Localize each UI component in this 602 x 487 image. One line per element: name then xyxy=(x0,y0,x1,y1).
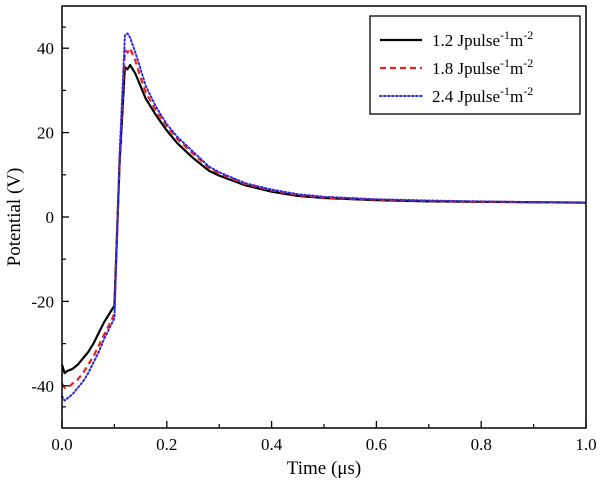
series-line-3 xyxy=(61,32,587,402)
x-tick-label: 0.4 xyxy=(261,435,283,454)
y-tick-label: 0 xyxy=(46,208,55,227)
legend: 1.2 Jpulse-1m-2 1.8 Jpulse-1m-2 2.4 Jpulse… xyxy=(369,15,581,115)
ticks-layer: 0.0 0.2 0.4 0.6 0.8 1.0 -40 -20 0 20 40 xyxy=(31,26,597,454)
y-tick-label: -40 xyxy=(31,377,54,396)
y-tick-label: 40 xyxy=(37,39,54,58)
x-tick-label: 0.0 xyxy=(51,435,72,454)
series-layer xyxy=(60,32,587,402)
y-tick-label: -20 xyxy=(31,292,54,311)
x-tick-label: 0.8 xyxy=(471,435,492,454)
legend-label-3: 2.4 Jpulse-1m-2 xyxy=(432,84,533,106)
series-line-2 xyxy=(61,47,587,390)
legend-box xyxy=(369,15,581,115)
legend-label-2: 1.8 Jpulse-1m-2 xyxy=(432,56,533,78)
y-axis-title: Potential (V) xyxy=(4,168,25,267)
x-tick-label: 0.2 xyxy=(156,435,177,454)
y-tick-label: 20 xyxy=(37,124,54,143)
x-tick-label: 0.6 xyxy=(366,435,387,454)
x-tick-label: 1.0 xyxy=(575,435,596,454)
x-axis-title: Time (μs) xyxy=(287,458,361,479)
legend-label-1: 1.2 Jpulse-1m-2 xyxy=(432,28,533,50)
